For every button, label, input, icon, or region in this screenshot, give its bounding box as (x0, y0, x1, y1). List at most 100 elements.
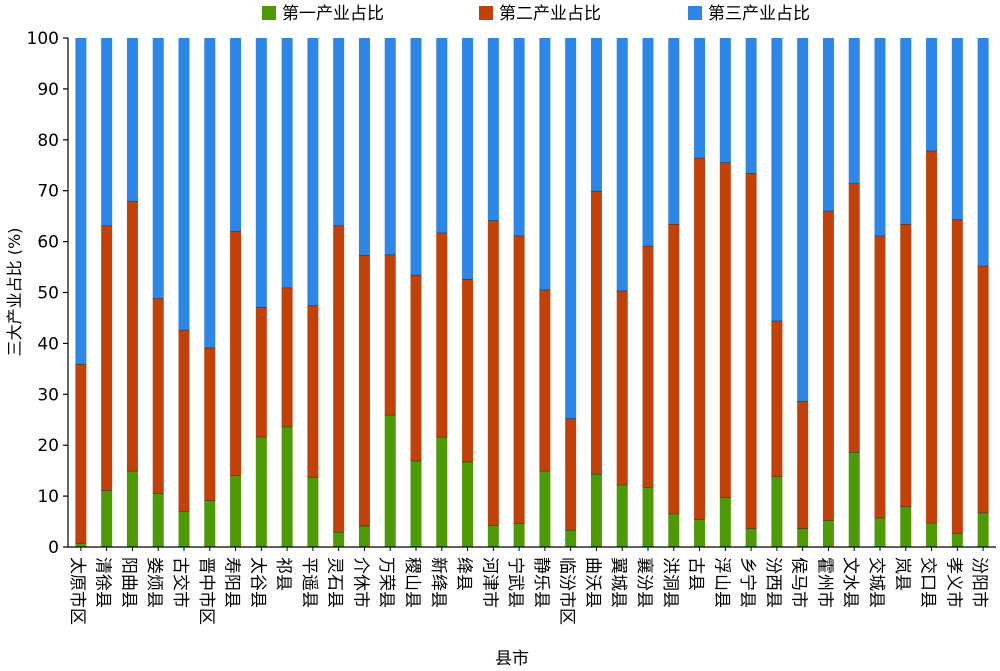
x-tick-label: 交城县 (866, 557, 886, 608)
bar-segment (513, 236, 525, 524)
bar-segment (977, 38, 989, 267)
bar-segment (616, 484, 628, 547)
bar-stack (126, 38, 138, 551)
x-tick-label: 霍州市 (814, 557, 834, 608)
bar-segment (590, 38, 602, 192)
bar-segment (565, 530, 577, 547)
bar-stack (281, 38, 293, 551)
bar-segment (307, 38, 319, 306)
x-tick-label: 洪洞县 (660, 557, 680, 608)
bar-segment (126, 38, 138, 202)
bar-stack (616, 38, 628, 551)
x-tick-label: 交口县 (918, 557, 938, 608)
bar-segment (951, 38, 963, 220)
bar-segment (797, 401, 809, 529)
x-tick-label: 汾西县 (763, 557, 783, 608)
bar-segment (152, 493, 164, 547)
bar-segment (204, 38, 216, 348)
bar-segment (874, 236, 886, 518)
y-tick-label: 80 (37, 131, 59, 151)
bar-stack (565, 38, 577, 551)
bar-segment (900, 224, 912, 507)
x-tick-label: 古交市 (170, 557, 190, 608)
y-ticks: 0 10 20 30 40 50 60 70 80 90 100 (27, 29, 68, 558)
bar-segment (410, 38, 422, 276)
bar-segment (926, 523, 938, 547)
bar-stack (719, 38, 731, 551)
bar-segment (255, 38, 267, 308)
bar-segment (333, 225, 345, 533)
bar-segment (745, 528, 757, 547)
bar-segment (822, 520, 834, 547)
bar-stack (977, 38, 989, 551)
bar-segment (771, 321, 783, 477)
y-tick-label: 40 (37, 334, 59, 354)
x-tick-label: 翼城县 (608, 557, 628, 608)
bar-segment (101, 225, 113, 491)
bar-segment (668, 513, 680, 547)
x-tick-label: 清徐县 (93, 557, 113, 608)
bar-stack (436, 38, 448, 551)
bar-stack (590, 38, 602, 551)
bar-segment (848, 452, 860, 547)
y-tick-label: 90 (37, 80, 59, 100)
bar-segment (204, 347, 216, 501)
bar-segment (358, 526, 370, 547)
bar-segment (384, 254, 396, 416)
bar-segment (539, 38, 551, 290)
bar-segment (152, 298, 164, 494)
bar-segment (307, 305, 319, 478)
bar-segment (178, 330, 190, 512)
bar-stack (900, 38, 912, 551)
bar-segment (281, 38, 293, 288)
legend-item: 第三产业占比 (688, 4, 810, 24)
bar-segment (977, 266, 989, 513)
bar-segment (462, 279, 474, 462)
bar-stack (333, 38, 345, 551)
x-tick-label: 寿阳县 (222, 557, 242, 608)
legend-swatch (262, 6, 276, 20)
bar-segment (926, 151, 938, 524)
bar-segment (333, 38, 345, 226)
bar-segment (719, 38, 731, 163)
y-tick-label: 0 (48, 538, 59, 558)
bar-segment (487, 38, 499, 221)
bar-segment (822, 211, 834, 521)
bar-stack (797, 38, 809, 551)
x-tick-label: 稷山县 (402, 557, 422, 608)
bar-segment (745, 173, 757, 529)
bar-segment (75, 364, 87, 544)
bar-segment (848, 38, 860, 184)
bar-stack (75, 38, 87, 551)
bar-segment (539, 471, 551, 547)
y-axis-label: 三大产业占比 (%) (5, 228, 24, 357)
bar-segment (513, 38, 525, 236)
bar-segment (255, 437, 267, 547)
bar-segment (230, 475, 242, 547)
bar-segment (101, 490, 113, 547)
legend-label: 第二产业占比 (499, 4, 601, 24)
bar-segment (590, 474, 602, 547)
bar-segment (255, 307, 267, 438)
bar-segment (384, 38, 396, 255)
bar-segment (75, 543, 87, 547)
bar-segment (358, 38, 370, 256)
bar-segment (565, 38, 577, 419)
bar-segment (178, 511, 190, 547)
bar-stack (539, 38, 551, 551)
bar-stack (513, 38, 525, 551)
legend-swatch (479, 6, 493, 20)
bar-segment (694, 519, 706, 547)
bar-segment (75, 38, 87, 365)
bar-segment (771, 38, 783, 321)
legend-item: 第二产业占比 (479, 4, 601, 24)
bar-segment (539, 289, 551, 472)
bar-segment (900, 38, 912, 225)
x-tick-label: 孝义市 (943, 557, 963, 608)
x-tick-label: 宁武县 (505, 557, 525, 608)
bar-segment (642, 487, 654, 547)
bar-stack (307, 38, 319, 551)
bar-stack (694, 38, 706, 551)
bar-segment (230, 231, 242, 476)
bar-stack (745, 38, 757, 551)
